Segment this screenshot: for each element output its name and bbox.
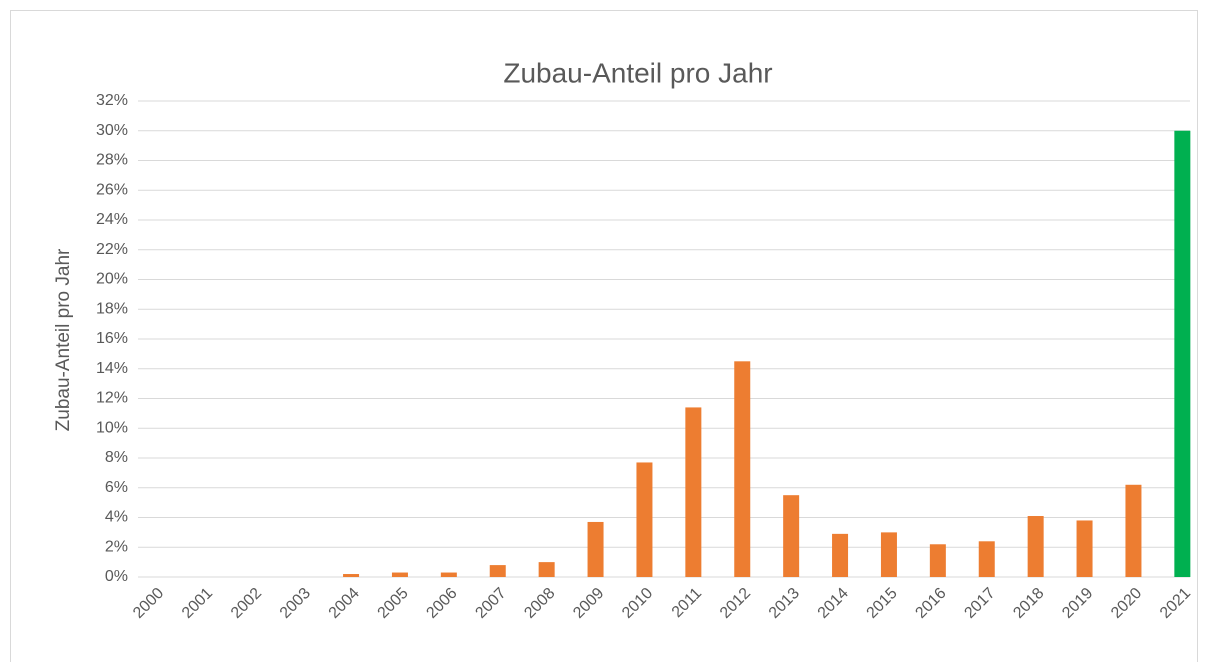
bar	[734, 361, 751, 577]
y-tick-label: 24%	[96, 211, 128, 228]
y-tick-label: 18%	[96, 300, 128, 317]
bar	[1076, 520, 1093, 577]
chart-frame	[10, 10, 1198, 662]
y-tick-label: 8%	[105, 449, 128, 466]
y-tick-label: 2%	[105, 538, 128, 555]
y-tick-label: 22%	[96, 241, 128, 258]
y-tick-label: 20%	[96, 271, 128, 288]
bar	[880, 532, 897, 577]
y-tick-label: 14%	[96, 360, 128, 377]
chart-title: Zubau-Anteil pro Jahr	[503, 57, 772, 88]
y-tick-label: 10%	[96, 419, 128, 436]
bar	[685, 407, 702, 577]
bar	[440, 572, 457, 577]
y-tick-label: 0%	[105, 568, 128, 585]
bar	[978, 541, 995, 577]
bar	[783, 495, 800, 577]
bar	[489, 565, 506, 577]
bar	[538, 562, 555, 577]
y-tick-label: 32%	[96, 92, 128, 109]
bar	[929, 544, 946, 577]
y-tick-label: 28%	[96, 152, 128, 169]
bar	[1027, 516, 1044, 577]
bar	[1125, 484, 1142, 577]
bar	[343, 574, 360, 577]
bar	[832, 533, 849, 577]
y-tick-label: 16%	[96, 330, 128, 347]
bar	[587, 521, 604, 577]
y-tick-label: 4%	[105, 509, 128, 526]
y-tick-label: 12%	[96, 390, 128, 407]
y-axis-label: Zubau-Anteil pro Jahr	[53, 248, 74, 431]
bar	[636, 462, 653, 577]
bar	[1174, 130, 1191, 577]
y-tick-label: 30%	[96, 122, 128, 139]
bar	[391, 572, 408, 577]
y-tick-label: 26%	[96, 181, 128, 198]
y-tick-label: 6%	[105, 479, 128, 496]
